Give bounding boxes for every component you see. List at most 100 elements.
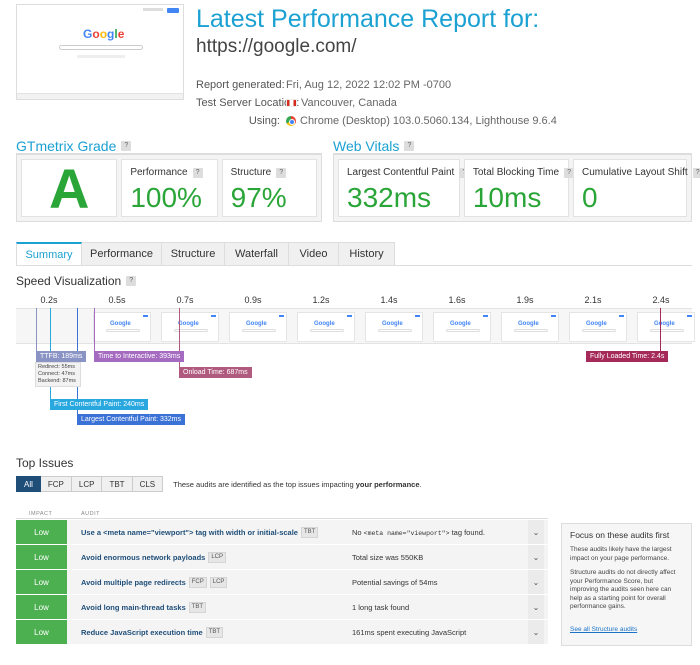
- impact-badge: Low: [16, 520, 67, 544]
- meta-value: Fri, Aug 12, 2022 12:02 PM -0700: [286, 79, 452, 91]
- filter-all[interactable]: All: [16, 476, 41, 492]
- impact-badge: Low: [16, 570, 67, 594]
- tab-summary[interactable]: Summary: [16, 242, 82, 266]
- cls-value: 0: [582, 182, 598, 213]
- frame-search: [106, 329, 140, 332]
- meta-report-generated: Report generated: Fri, Aug 12, 2022 12:0…: [196, 76, 616, 94]
- help-icon[interactable]: ?: [276, 167, 287, 178]
- filmstrip-frame[interactable]: Google: [297, 312, 355, 342]
- issue-row[interactable]: Low Avoid multiple page redirects FCP LCP …: [16, 570, 548, 595]
- note-suffix: .: [419, 479, 422, 489]
- filter-fcp[interactable]: FCP: [40, 476, 72, 492]
- tabs-divider: [16, 265, 692, 266]
- audit-result: No <meta name="viewport"> tag found.: [352, 528, 485, 537]
- column-impact: IMPACT: [29, 511, 53, 517]
- frame-logo: Google: [518, 321, 539, 327]
- impact-badge: Low: [16, 595, 67, 619]
- fully-loaded-line: [660, 308, 661, 351]
- fully-loaded-marker: Fully Loaded Time: 2.4s: [586, 351, 669, 362]
- frame-logo: Google: [314, 321, 335, 327]
- tab-structure[interactable]: Structure: [162, 242, 225, 266]
- focus-title: Focus on these audits first: [570, 530, 670, 540]
- see-structure-audits-link[interactable]: See all Structure audits: [570, 625, 638, 633]
- tab-video[interactable]: Video: [289, 242, 339, 266]
- issue-row[interactable]: Low Reduce JavaScript execution time TBT …: [16, 620, 548, 645]
- ttfb-line: [36, 308, 37, 351]
- frame-logo: Google: [654, 321, 675, 327]
- report-meta: Report generated: Fri, Aug 12, 2022 12:0…: [196, 76, 616, 130]
- frame-time: 2.1s: [584, 295, 602, 305]
- filter-tbt[interactable]: TBT: [102, 476, 133, 492]
- expand-chevron-icon[interactable]: ⌄: [528, 620, 544, 644]
- frame-logo: Google: [382, 321, 403, 327]
- meta-label: Test Server Location:: [196, 97, 300, 109]
- filmstrip-frame[interactable]: Google: [365, 312, 423, 342]
- metric-tag: LCP: [209, 576, 228, 588]
- help-icon[interactable]: ?: [564, 167, 575, 178]
- filmstrip-frame[interactable]: Google: [433, 312, 491, 342]
- tab-history[interactable]: History: [339, 242, 395, 266]
- filmstrip-frame[interactable]: Google: [501, 312, 559, 342]
- frame-time: 2.4s: [652, 295, 670, 305]
- audit-name[interactable]: Avoid long main-thread tasks: [81, 602, 186, 612]
- metric-tag: TBT: [188, 601, 207, 613]
- issues-table: Low Use a <meta name="viewport"> tag wit…: [16, 520, 548, 645]
- lcp-label: Largest Contentful Paint: [347, 167, 455, 178]
- impact-badge: Low: [16, 620, 67, 644]
- audit-name[interactable]: Reduce JavaScript execution time: [81, 627, 203, 637]
- tti-marker: Time to Interactive: 393ms: [94, 351, 185, 362]
- filter-cls[interactable]: CLS: [132, 476, 164, 492]
- filmstrip-frame[interactable]: Google: [637, 312, 695, 342]
- filmstrip-frame[interactable]: Google: [93, 312, 151, 342]
- performance-label: Performance: [130, 167, 188, 178]
- performance-value: 100%: [130, 182, 202, 213]
- metric-tag: FCP: [188, 576, 207, 588]
- report-url[interactable]: https://google.com/: [196, 36, 357, 57]
- structure-value: 97%: [230, 182, 287, 213]
- divider: [16, 153, 322, 154]
- expand-chevron-icon[interactable]: ⌄: [528, 520, 544, 544]
- focus-paragraph-2: Structure audits do not directly affect …: [570, 569, 676, 610]
- expand-chevron-icon[interactable]: ⌄: [528, 570, 544, 594]
- gtmetrix-grade-heading: GTmetrix Grade?: [16, 138, 132, 154]
- issue-row[interactable]: Low Use a <meta name="viewport"> tag wit…: [16, 520, 548, 545]
- audit-name[interactable]: Avoid multiple page redirects: [81, 577, 186, 587]
- thumbnail-search-box: [59, 45, 143, 50]
- help-icon[interactable]: ?: [121, 141, 132, 151]
- report-tabs: Summary Performance Structure Waterfall …: [16, 242, 395, 266]
- cls-label-wrap: Cumulative Layout Shift?: [582, 167, 700, 178]
- thumbnail-footer: [17, 93, 183, 99]
- metric-tag: LCP: [208, 551, 227, 563]
- tab-performance[interactable]: Performance: [82, 242, 162, 266]
- audit-name-wrap: Avoid multiple page redirects FCP LCP: [81, 576, 228, 588]
- filter-lcp[interactable]: LCP: [71, 476, 103, 492]
- frame-button: [143, 315, 148, 317]
- thumbnail-google-logo: Google: [83, 27, 125, 41]
- issue-row[interactable]: Low Avoid enormous network payloads LCP T…: [16, 545, 548, 570]
- filmstrip-times: 0.2s 0.5s 0.7s 0.9s 1.2s 1.4s 1.6s 1.9s …: [16, 295, 692, 307]
- help-icon[interactable]: ?: [192, 167, 203, 178]
- lcp-cell: Largest Contentful Paint? 332ms: [338, 159, 470, 217]
- filmstrip-frame[interactable]: Google: [229, 312, 287, 342]
- filmstrip-frame[interactable]: Google: [161, 312, 219, 342]
- help-icon[interactable]: ?: [126, 276, 137, 286]
- help-icon[interactable]: ?: [404, 141, 415, 151]
- structure-label-wrap: Structure?: [231, 167, 287, 178]
- table-divider: [16, 518, 548, 519]
- audit-name[interactable]: Use a <meta name="viewport"> tag with wi…: [81, 527, 298, 537]
- lcp-value: 332ms: [347, 182, 432, 213]
- issue-row[interactable]: Low Avoid long main-thread tasks TBT 1 lo…: [16, 595, 548, 620]
- audit-name[interactable]: Avoid enormous network payloads: [81, 552, 206, 562]
- expand-chevron-icon[interactable]: ⌄: [528, 545, 544, 569]
- expand-chevron-icon[interactable]: ⌄: [528, 595, 544, 619]
- tab-waterfall[interactable]: Waterfall: [225, 242, 289, 266]
- lcp-label-wrap: Largest Contentful Paint?: [347, 167, 470, 178]
- thumbnail-buttons: [77, 55, 125, 58]
- thumbnail-signin-button: [167, 8, 179, 13]
- meta-value: Chrome (Desktop) 103.0.5060.134, Lightho…: [300, 115, 557, 127]
- help-icon[interactable]: ?: [692, 167, 700, 178]
- result-text: 161ms spent executing JavaScript: [352, 627, 467, 637]
- filmstrip-frame[interactable]: Google: [569, 312, 627, 342]
- frame-time: 0.5s: [108, 295, 126, 305]
- focus-paragraph-1: These audits likely have the largest imp…: [570, 546, 672, 562]
